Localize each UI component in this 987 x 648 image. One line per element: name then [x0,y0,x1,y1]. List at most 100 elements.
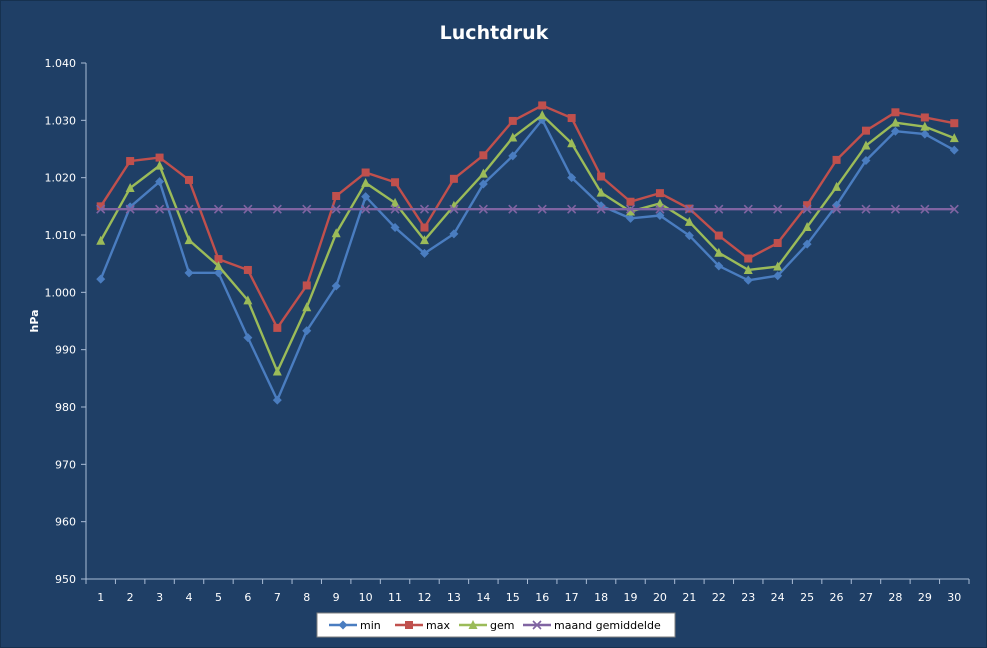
x-tick-label: 6 [244,591,251,604]
series-gem-point [125,182,135,192]
x-tick-label: 24 [771,591,785,604]
series-maand-gemiddelde-point [802,204,812,214]
series-max-point [214,255,223,264]
series-max-point [567,114,576,123]
series-max-point [420,223,429,232]
series-maand-gemiddelde-point [743,204,753,214]
series-maand-gemiddelde-point [184,204,194,214]
series-maand-gemiddelde-point [302,204,312,214]
series-max-point [155,153,164,162]
series-max-point [391,178,400,187]
series-min-point [361,192,371,202]
legend-label: maand gemiddelde [554,619,661,632]
series-gem-point [596,187,606,197]
series-max-point [626,197,635,206]
series-max-point [479,151,488,160]
x-tick-label: 2 [127,591,134,604]
series-min-point [155,177,165,187]
series-min-point [390,223,400,233]
x-tick-label: 27 [859,591,873,604]
y-tick-label: 980 [55,401,76,414]
x-tick-label: 12 [417,591,431,604]
legend-max-point [405,621,413,629]
series-min-line [99,118,955,402]
series-max-point [773,239,782,248]
series-min-point [478,179,488,189]
series-min-point [302,326,312,336]
series-maand-gemiddelde-point [861,204,871,214]
chart-title: Luchtdruk [440,22,549,44]
series-gem-point [419,235,429,245]
series-max-point [361,168,370,177]
series-min-point [419,248,429,258]
series-maand-gemiddelde-point [596,204,606,214]
series-maand-gemiddelde [96,204,959,214]
series-min-point [213,268,223,278]
x-tick-label: 29 [918,591,932,604]
y-tick-label: 1.040 [45,57,77,70]
series-gem-point [655,198,665,208]
series-lines [96,101,959,405]
series-gem-point [96,235,106,245]
series-gem-point [626,206,636,216]
series-min-point [331,281,341,291]
series-gem-point [155,160,165,170]
series-maand-gemiddelde-point [949,204,959,214]
series-gem-point [243,295,253,305]
x-tick-label: 16 [535,591,549,604]
x-tick-label: 11 [388,591,402,604]
series-gem-point [213,260,223,270]
y-tick-label: 1.020 [45,172,77,185]
series-min-point [626,213,636,223]
legend-item-max: max [395,619,450,632]
y-tick-label: 970 [55,458,76,471]
x-tick-label: 21 [682,591,696,604]
series-gem-point [684,216,694,226]
series-gem-point [390,197,400,207]
axes: 950 960 970 980 990 1.000 1.010 1.020 1.030 1.040… [45,57,970,604]
series-min-point [684,231,694,241]
series-max-point [243,265,252,274]
x-tick-label: 13 [447,591,461,604]
legend-item-gem: gem [459,619,514,632]
legend-label: gem [490,619,514,632]
legend-box [316,612,676,638]
x-tick-label: 15 [506,591,520,604]
series-max-point [714,231,723,240]
legend: min max gem maand gemiddelde [316,612,676,638]
series-min-point [567,173,577,183]
y-tick-label: 1.000 [45,286,77,299]
series-max-point [744,254,753,263]
series-min-point [449,229,459,239]
series-maand-gemiddelde-point [831,204,842,214]
legend-maand-gemiddelde-point [532,620,542,630]
legend-item-maand-gemiddelde: maand gemiddelde [523,619,661,632]
series-maand-gemiddelde-point [920,204,930,214]
series-maand-gemiddelde-point [478,204,488,214]
series-min-point [508,151,518,161]
legend-min-point [338,620,348,630]
x-tick-label: 17 [565,591,579,604]
x-tick-label: 26 [830,591,844,604]
x-tick-label: 25 [800,591,814,604]
x-tick-label: 9 [333,591,340,604]
series-maand-gemiddelde-point [213,204,224,214]
legend-label: min [360,619,381,632]
series-min-point [890,126,900,136]
series-min-point [655,211,665,221]
series-gem-point [743,264,753,274]
x-tick-label: 28 [888,591,902,604]
y-axis-title: hPa [28,309,41,332]
series-max-point [508,116,517,125]
x-tick-label: 30 [947,591,961,604]
series-max-point [861,126,870,135]
series-maand-gemiddelde-point [567,204,577,214]
series-maand-gemiddelde-point [714,204,724,214]
legend-item-min: min [329,619,381,632]
x-tick-label: 14 [476,591,490,604]
series-min-point [949,145,959,155]
series-gem-point [508,132,518,142]
series-gem-point [361,177,371,187]
